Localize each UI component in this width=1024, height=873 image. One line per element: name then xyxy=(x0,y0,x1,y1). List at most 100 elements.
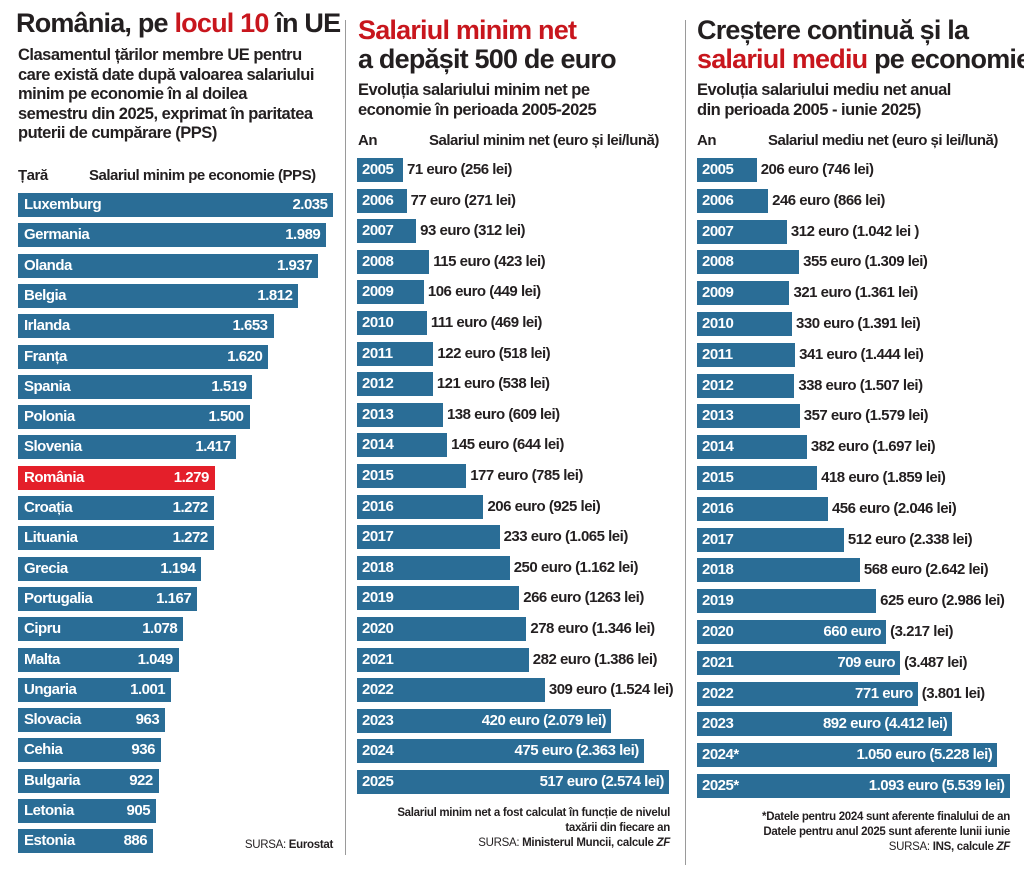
bar xyxy=(697,650,901,675)
value-label: 517 euro (2.574 lei) xyxy=(540,770,665,794)
country-label: Polonia xyxy=(24,408,75,426)
country-label: Franța xyxy=(24,347,67,365)
year-label: 2024 xyxy=(362,742,394,760)
lei-label: (2.363 lei) xyxy=(575,742,639,760)
bar xyxy=(18,647,179,672)
bar xyxy=(357,708,612,733)
panel2-subtitle: Evoluția salariului minim net pe economi… xyxy=(358,81,597,120)
euro-label: 206 euro xyxy=(760,161,819,178)
lei-label: (1.579 lei) xyxy=(865,407,928,425)
source-label: SURSA: xyxy=(888,841,933,853)
panel1-title: România, pe locul 10 în UE xyxy=(16,9,341,38)
year-label: 2014 xyxy=(362,436,394,454)
bar xyxy=(18,283,299,308)
euro-label: 278 euro xyxy=(530,620,589,637)
year-label: 2025 xyxy=(362,773,394,790)
year-label: 2025* xyxy=(702,777,739,794)
country-label: Germania xyxy=(24,226,90,244)
year-label: 2019 xyxy=(362,589,394,607)
lei-label: (5.228 lei) xyxy=(929,746,993,764)
value-label: 1.812 xyxy=(257,286,293,304)
bar xyxy=(697,743,998,768)
bar xyxy=(357,525,500,550)
value-label: 1.001 xyxy=(130,680,166,698)
euro-label: 771 euro xyxy=(855,684,913,702)
value-label: 206 euro (925 lei) xyxy=(487,495,600,519)
bar xyxy=(697,712,953,737)
title-text: pe economie xyxy=(867,44,1024,74)
year-label: 2009 xyxy=(362,283,394,301)
year-label: 2005 xyxy=(362,161,394,178)
lei-label: (1263 lei) xyxy=(584,589,645,607)
country-label: Belgia xyxy=(24,286,67,304)
value-label: 330 euro (1.391 lei) xyxy=(796,312,921,336)
source: Eurostat xyxy=(288,839,334,851)
bar xyxy=(357,402,443,427)
value-label: 357 euro (1.579 lei) xyxy=(804,404,929,428)
euro-label: 568 euro xyxy=(863,561,922,579)
lei-label: (866 lei) xyxy=(833,191,885,209)
source-italic: ZF xyxy=(656,837,671,849)
lei-label: (609 lei) xyxy=(508,405,560,423)
country-label: Slovacia xyxy=(24,711,81,729)
value-label: 282 euro (1.386 lei) xyxy=(533,648,658,672)
year-label: 2022 xyxy=(362,681,394,699)
value-label: 456 euro (2.046 lei) xyxy=(832,497,957,521)
value-label: 922 xyxy=(129,771,153,789)
bar xyxy=(697,373,795,398)
bar xyxy=(357,188,407,213)
bar xyxy=(357,494,484,519)
lei-label: (5.539 lei) xyxy=(941,777,1005,794)
bar xyxy=(697,281,790,306)
year-label: 2017 xyxy=(702,530,734,548)
lei-label: (469 lei) xyxy=(490,314,543,331)
source-label: SURSA: xyxy=(478,837,523,849)
lei-label: (256 lei) xyxy=(460,161,513,178)
euro-label: 660 euro xyxy=(823,623,882,640)
column-header-value: Salariul minim pe economie (PPS) xyxy=(89,167,316,184)
value-label: 111 euro (469 lei) xyxy=(431,311,543,335)
year-label: 2021 xyxy=(362,650,394,668)
bar xyxy=(357,678,545,703)
year-label: 2018 xyxy=(362,558,394,576)
bar xyxy=(18,344,269,369)
bar xyxy=(18,526,214,551)
value-label: 420 euro (2.079 lei) xyxy=(482,709,607,733)
source: Ministerul Muncii, calcule xyxy=(522,837,657,849)
year-label: 2016 xyxy=(362,497,394,515)
value-label: 1.093 euro (5.539 lei) xyxy=(869,774,1005,798)
year-label: 2020 xyxy=(362,620,394,637)
bar xyxy=(18,193,334,217)
year-label: 2011 xyxy=(702,345,733,363)
euro-label: 71 euro xyxy=(407,161,457,178)
column-header-value: Salariul minim net (euro și lei/lună) xyxy=(429,132,659,149)
euro-label: 1.093 euro xyxy=(868,777,939,794)
country-label: Bulgaria xyxy=(24,771,81,789)
euro-label: 709 euro xyxy=(837,653,896,671)
source: INS, calcule xyxy=(932,841,997,853)
country-label: Estonia xyxy=(24,832,75,850)
value-label: 233 euro (1.065 lei) xyxy=(504,525,629,549)
year-label: 2013 xyxy=(362,405,394,423)
year-label: 2019 xyxy=(702,592,734,610)
bar xyxy=(357,586,520,611)
lei-label: (925 lei) xyxy=(548,497,601,515)
subtitle-line: semestru din 2025, exprimat în paritatea xyxy=(18,104,313,123)
euro-label: 1.050 euro xyxy=(856,746,926,764)
lei-label: (746 lei) xyxy=(822,161,874,178)
value-label: 512 euro (2.338 lei) xyxy=(848,528,973,552)
euro-label: 312 euro xyxy=(790,222,849,240)
year-label: 2010 xyxy=(362,314,394,331)
value-label: 106 euro (449 lei) xyxy=(428,280,541,304)
year-label: 2006 xyxy=(362,191,394,209)
lei-label: (538 lei) xyxy=(498,375,550,393)
value-label: 77 euro (271 lei) xyxy=(411,189,516,213)
column-header-country: Țară xyxy=(18,167,48,184)
value-label: 382 euro (1.697 lei) xyxy=(811,435,936,459)
country-label: Croația xyxy=(24,499,73,516)
year-label: 2015 xyxy=(702,469,734,486)
subtitle-line: din perioada 2005 - iunie 2025) xyxy=(697,100,921,119)
value-label: 246 euro (866 lei) xyxy=(772,189,885,213)
column-header-year: An xyxy=(697,132,717,149)
value-label: 1.417 xyxy=(195,438,231,456)
